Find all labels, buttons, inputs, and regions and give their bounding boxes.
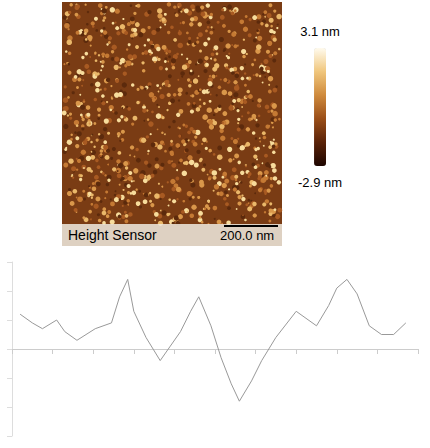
svg-text:-2.9 nm: -2.9 nm [298, 175, 342, 190]
svg-text:Height Sensor: Height Sensor [68, 227, 157, 243]
svg-text:3.1 nm: 3.1 nm [300, 24, 340, 39]
svg-text:200.0 nm: 200.0 nm [220, 228, 274, 243]
